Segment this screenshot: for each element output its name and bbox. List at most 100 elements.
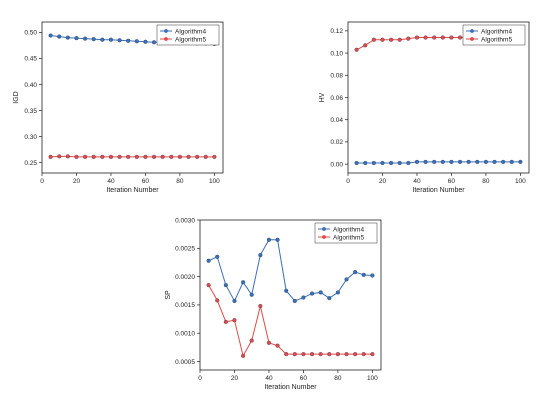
data-point [353, 270, 358, 275]
data-point [414, 159, 420, 164]
data-point [423, 35, 428, 40]
x-tick-label: 100 [515, 178, 526, 185]
legend-label: Algorithm5 [333, 234, 364, 241]
data-point [215, 254, 220, 259]
y-tick-label: 0.04 [330, 117, 343, 124]
data-point [232, 298, 237, 303]
plot-frame [199, 219, 382, 371]
data-point [318, 352, 323, 357]
y-tick-label: 0.30 [24, 134, 37, 141]
x-tick-label: 100 [209, 178, 220, 185]
plot-frame [41, 21, 224, 174]
y-tick-label: 0.02 [330, 139, 343, 146]
data-point [440, 159, 445, 164]
chart-3: 0 20 40 60 80 100 0.0005 0.0010 0.0015 0.0020 0.00… [165, 217, 382, 391]
data-point [301, 352, 306, 357]
data-point [423, 159, 428, 164]
x-tick-label: 80 [482, 178, 490, 185]
data-point [327, 352, 332, 357]
data-point [397, 160, 402, 166]
data-point [389, 37, 394, 42]
x-axis-label: Iteration Number [106, 187, 159, 194]
data-point [108, 37, 114, 42]
x-tick-label: 0 [40, 178, 44, 185]
legend-label: Algorithm4 [175, 28, 206, 35]
data-point [117, 38, 122, 43]
data-point [483, 159, 488, 164]
legend-label: Algorithm4 [333, 226, 364, 233]
data-point [354, 160, 359, 166]
data-point [361, 352, 366, 357]
y-tick-label: 0.0020 [175, 274, 195, 281]
data-point [335, 290, 340, 295]
data-point [215, 298, 220, 303]
legend-marker [164, 37, 168, 41]
data-point [151, 40, 157, 45]
data-point [501, 159, 506, 164]
data-point [241, 353, 246, 358]
data-point [344, 277, 349, 282]
data-point [363, 43, 368, 48]
data-point [48, 33, 53, 38]
data-point [466, 159, 471, 164]
data-point [65, 154, 70, 159]
data-point [292, 352, 297, 357]
y-axis-label: IGD [13, 91, 20, 103]
data-point [457, 159, 463, 164]
x-tick-label: 80 [334, 375, 342, 382]
data-point [74, 36, 79, 41]
series-line-algorithm4 [208, 239, 373, 303]
data-point [363, 160, 368, 166]
x-tick-label: 60 [300, 375, 308, 382]
x-tick-label: 100 [367, 375, 378, 382]
data-point [370, 352, 375, 357]
y-tick-label: 0.0030 [175, 217, 195, 224]
data-point [83, 36, 88, 41]
y-tick-label: 0.50 [24, 30, 37, 37]
data-point [292, 298, 297, 303]
x-tick-label: 40 [265, 375, 273, 382]
data-point [48, 154, 53, 159]
data-point [258, 303, 263, 309]
x-tick-label: 0 [346, 178, 350, 185]
data-point [414, 35, 420, 40]
legend-box [462, 24, 526, 46]
data-point [249, 338, 254, 343]
data-point [134, 39, 139, 44]
data-point [117, 154, 122, 159]
data-point [74, 154, 79, 159]
data-point [223, 319, 228, 324]
y-tick-label: 0.0015 [175, 302, 195, 309]
data-point [65, 35, 70, 40]
data-point [380, 37, 385, 42]
data-point [195, 154, 200, 159]
data-point [151, 154, 157, 159]
data-point [397, 37, 402, 42]
data-point [371, 160, 376, 166]
data-point [449, 159, 454, 164]
legend-marker [470, 29, 474, 33]
data-point [284, 288, 289, 293]
data-point [57, 34, 62, 39]
legend-label: Algorithm5 [175, 36, 206, 43]
data-point [275, 343, 280, 348]
data-point [160, 154, 165, 159]
chart-2: 0 20 40 60 80 100 0.00 0.02 0.04 0.06 0.08 0.10 0.12… [319, 21, 530, 194]
data-point [249, 292, 254, 297]
data-point [241, 280, 246, 285]
data-point [492, 159, 497, 164]
data-point [335, 352, 340, 357]
x-tick-label: 20 [379, 178, 387, 185]
data-point [380, 160, 385, 166]
data-point [406, 36, 411, 41]
data-point [449, 35, 454, 40]
data-point [100, 154, 105, 159]
y-axis-label: HV [319, 92, 326, 102]
data-point [206, 283, 211, 288]
legend-marker [164, 29, 168, 33]
data-point [212, 154, 217, 159]
data-point [177, 154, 182, 159]
data-point [258, 253, 263, 258]
